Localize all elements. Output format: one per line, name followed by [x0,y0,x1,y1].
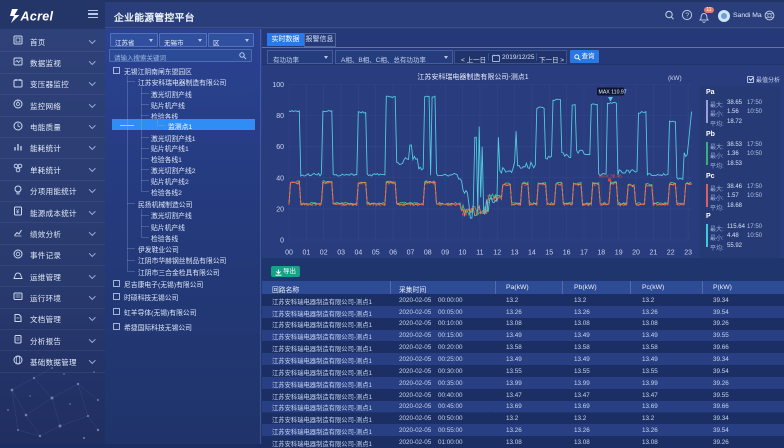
svg-text:16: 16 [563,250,571,257]
svg-text:11: 11 [476,250,483,257]
svg-text:05: 05 [372,250,380,257]
svg-text:07: 07 [407,250,415,257]
svg-text:40: 40 [276,175,284,182]
svg-text:20: 20 [632,250,640,257]
svg-text:Acrel: Acrel [20,10,54,24]
svg-text:02: 02 [320,250,328,257]
svg-text:0: 0 [280,238,284,245]
svg-text:80: 80 [276,113,284,120]
svg-text:06: 06 [389,250,397,257]
svg-text:?: ? [685,13,689,20]
svg-text:17: 17 [580,250,588,257]
svg-text:20: 20 [276,206,284,213]
svg-text:13: 13 [511,250,519,257]
svg-text:04: 04 [355,250,363,257]
svg-text:01: 01 [303,250,311,257]
svg-text:19: 19 [615,250,623,257]
svg-text:MAX:38.46: MAX:38.46 [599,174,622,179]
svg-text:100: 100 [272,82,284,89]
svg-text:60: 60 [276,144,284,151]
svg-text:21: 21 [650,250,658,257]
svg-text:14: 14 [528,250,536,257]
svg-text:00: 00 [285,250,293,257]
svg-text:MAX 110.97: MAX 110.97 [599,90,627,96]
svg-text:10: 10 [459,250,467,257]
svg-text:23: 23 [684,250,692,257]
svg-text:15: 15 [545,250,553,257]
svg-text:03: 03 [337,250,345,257]
svg-text:22: 22 [667,250,675,257]
svg-text:12: 12 [493,250,501,257]
svg-text:¥: ¥ [16,210,20,216]
svg-text:18: 18 [597,250,605,257]
svg-text:09: 09 [441,250,449,257]
svg-text:08: 08 [424,250,432,257]
